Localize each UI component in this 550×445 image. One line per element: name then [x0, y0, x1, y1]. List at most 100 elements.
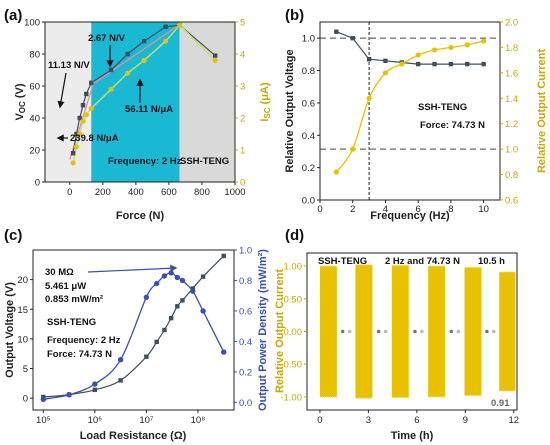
panel-a-xtick-label: 600	[161, 187, 177, 198]
panel-c-label: (c)	[4, 227, 22, 244]
panel-a-voltage-point	[74, 131, 79, 137]
panel-c-voltage-point	[154, 339, 159, 345]
panel-a-voltage-point	[141, 39, 147, 44]
panel-d-burst	[391, 265, 409, 398]
panel-c-power-point	[220, 349, 227, 355]
panel-b-voltage-point	[448, 61, 454, 67]
panel-d-burst	[355, 264, 373, 399]
panel-c-y2tick-label: 0.6	[239, 306, 252, 317]
panel-c-voltage-point	[200, 274, 206, 279]
panel-d: (d) 0 3 6 9 12 -1.00 -0.50 0.00 0.50 1.00 Time (h…	[274, 227, 519, 442]
panel-b-voltage-point	[465, 61, 470, 67]
panel-d-gap-dot	[449, 329, 454, 334]
panel-a-current-point	[70, 160, 76, 166]
panel-a-ytick-label: 60	[29, 82, 40, 93]
panel-c-ytick-label: 0	[23, 394, 28, 405]
panel-c-anno-density: 0.853 mW/m²	[45, 294, 103, 305]
panel-c-voltage-point	[118, 378, 123, 383]
panel-a-voltage-point	[89, 80, 94, 85]
panel-c-arrow	[87, 264, 178, 273]
panel-d-xtick-label: 6	[414, 415, 419, 426]
panel-c-y2tick-label: 0.4	[239, 337, 252, 348]
panel-c-anno-power: 5.461 μW	[45, 281, 86, 292]
panel-b-voltage-point	[334, 29, 339, 34]
panel-b-voltage-point	[383, 58, 388, 64]
panel-d-gap-dot	[340, 329, 345, 334]
panel-b-y2tick-label: 1.0	[505, 145, 518, 156]
panel-a-voltage-point	[70, 151, 76, 156]
panel-d-gap-dot	[492, 329, 496, 334]
panel-a-current-point	[83, 112, 89, 118]
panel-a-current-point	[125, 70, 131, 76]
panel-c-anno-force: Force: 74.73 N	[47, 349, 112, 360]
panel-b-y2tick-label: 1.4	[505, 94, 518, 105]
panel-c-xlabel: Load Resistance (Ω)	[80, 430, 187, 442]
panel-c-power-point	[174, 274, 181, 281]
panel-d-anno-device: SSH-TENG	[318, 256, 367, 267]
panel-d-gap-dot	[456, 329, 461, 334]
panel-c-y2tick-label: 0.2	[239, 367, 252, 378]
panel-c-anno-resistance: 30 MΩ	[45, 267, 74, 278]
panel-b-xtick-label: 10	[478, 204, 489, 215]
panel-b-xlabel: Frequency (Hz)	[370, 210, 450, 222]
panel-b-current-point	[415, 52, 421, 58]
panel-d-burst	[319, 266, 337, 397]
panel-a-voltage-point	[163, 24, 168, 29]
panel-a-current-point	[177, 22, 183, 28]
panel-c-power-point	[179, 277, 186, 284]
panel-d-burst	[499, 271, 516, 392]
panel-a-xtick-label: 800	[194, 187, 210, 198]
panel-b-voltage-point	[350, 35, 355, 41]
panel-a: (a) 0 200 400 600 800 1000020406080100012345 …	[4, 7, 272, 222]
panel-c-xtick-label: 10⁸	[191, 415, 206, 426]
panel-b-y2tick-label: 1.6	[505, 68, 518, 79]
panel-b-current-point	[399, 61, 405, 67]
panel-b-voltage-point	[366, 57, 372, 62]
panel-c-ytick-label: 5	[23, 364, 28, 375]
panel-d-gap-dot	[347, 329, 352, 334]
panel-b-frame	[319, 21, 501, 201]
panel-d-gap-dot	[383, 329, 388, 334]
panel-a-frame	[44, 21, 236, 183]
panel-a-xtick-label: 1000	[224, 187, 245, 198]
panel-c-xtick-label: 10⁵	[36, 415, 51, 426]
panel-a-y2tick-label: 4	[240, 50, 245, 61]
panel-d-gap-dot	[413, 329, 417, 334]
panel-b-ytick-label: 1.0	[302, 34, 315, 45]
panel-b-current-point	[431, 47, 438, 53]
panel-d-anno-condition: 2 Hz and 74.73 N	[385, 256, 460, 267]
panel-d-xtick-label: 12	[508, 415, 519, 426]
panel-c-power-point	[153, 280, 160, 287]
panel-c-voltage-point	[221, 253, 226, 259]
panel-c-xtick-label: 10⁷	[139, 415, 154, 426]
panel-d-anno-ratio: 0.91	[491, 398, 510, 409]
panel-b-y2label: Relative Output Current	[536, 49, 548, 173]
panel-b-y2tick-label: 0.8	[505, 170, 518, 181]
panel-b-ytick-label: 0.4	[302, 131, 315, 142]
panel-a-ytick-label: 0	[35, 178, 40, 189]
panel-b-voltage-point	[415, 61, 421, 67]
panel-b-y2tick-label: 1.2	[505, 119, 518, 130]
panel-a-ylabel: VOC (V)	[14, 83, 27, 120]
panel-a-voltage-point	[84, 91, 89, 97]
panel-c-power-point	[92, 381, 98, 387]
panel-c-anno-frequency: Frequency: 2 Hz	[47, 335, 121, 346]
panel-b-y2tick-label: 0.6	[505, 196, 518, 207]
panel-c-voltage-point	[162, 327, 167, 333]
panel-b-ytick-label: 0.8	[302, 66, 315, 77]
panel-c-voltage-point	[180, 298, 185, 303]
panel-a-xtick-label: 200	[95, 187, 111, 198]
panel-a-fit-1	[94, 24, 180, 84]
panel-d-ytick-label: -1.00	[280, 392, 302, 403]
panel-c-ytick-label: 20	[17, 275, 28, 286]
panel-a-current-point	[77, 131, 83, 137]
panel-a-xtick-label: 0	[67, 187, 72, 198]
panel-d-burst	[464, 267, 482, 396]
panel-c-power-point	[200, 308, 206, 314]
panel-c-ylabel: Output Voltage (V)	[4, 282, 16, 378]
panel-b-anno-force: Force: 74.73 N	[420, 120, 485, 131]
panel-d-ytick-label: 0.50	[284, 294, 303, 305]
panel-a-y2tick-label: 3	[240, 82, 245, 93]
panel-c-frame	[32, 249, 235, 411]
panel-b-xtick-label: 0	[317, 204, 322, 215]
